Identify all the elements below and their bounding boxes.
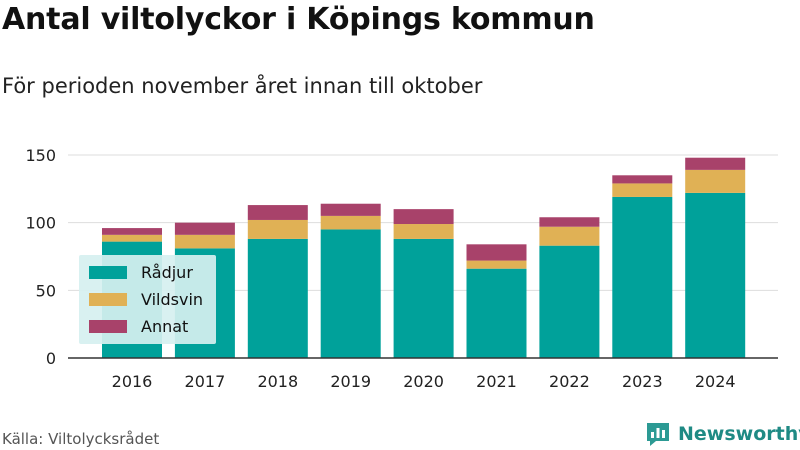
legend-item-radjur: Rådjur (89, 262, 193, 282)
bar-vildsvin-2024 (685, 169, 746, 193)
x-tick-label: 2016 (112, 372, 153, 391)
bar-rdjur-2020 (393, 238, 454, 358)
bar-vildsvin-2020 (393, 224, 454, 239)
bar-rdjur-2022 (539, 245, 600, 358)
legend-label-radjur: Rådjur (141, 262, 193, 282)
x-tick-label: 2018 (257, 372, 298, 391)
bar-rdjur-2019 (320, 229, 381, 358)
x-tick-label: 2020 (403, 372, 444, 391)
y-tick-label: 50 (36, 281, 56, 300)
bar-chart-logo-icon (647, 423, 669, 446)
legend-label-annat: Annat (141, 316, 189, 336)
y-axis-ticks: 0 50 100 150 (25, 146, 56, 368)
legend-item-vildsvin: Vildsvin (89, 289, 203, 309)
bar-annat-2022 (539, 217, 600, 227)
source-note: Källa: Viltolycksrådet (2, 430, 160, 448)
bar-annat-2019 (320, 203, 381, 216)
bar-vildsvin-2019 (320, 215, 381, 230)
x-tick-label: 2017 (185, 372, 226, 391)
legend-item-annat: Annat (89, 316, 188, 336)
bar-vildsvin-2022 (539, 226, 600, 246)
legend-label-vildsvin: Vildsvin (141, 289, 204, 309)
bar-rdjur-2024 (685, 192, 746, 358)
y-tick-label: 0 (46, 349, 56, 368)
brand-name: Newsworthy (678, 423, 800, 445)
brand: Newsworthy (644, 420, 800, 448)
chart-subtitle: För perioden november året innan till ok… (2, 74, 483, 98)
bar-annat-2017 (174, 222, 235, 235)
x-tick-label: 2019 (330, 372, 371, 391)
legend-swatch-radjur (89, 265, 127, 279)
bar-annat-2023 (612, 175, 673, 184)
bar-rdjur-2018 (247, 238, 308, 358)
bar-rdjur-2021 (466, 268, 527, 358)
bar-vildsvin-2017 (174, 234, 235, 249)
y-tick-label: 100 (25, 214, 56, 233)
bar-rdjur-2023 (612, 196, 673, 358)
chart-title: Antal viltolyckor i Köpings kommun (2, 2, 595, 37)
legend: Rådjur Vildsvin Annat (79, 255, 216, 344)
bar-annat-2024 (685, 157, 746, 170)
legend-swatch-annat (89, 319, 127, 333)
x-tick-label: 2023 (622, 372, 663, 391)
bar-vildsvin-2021 (466, 260, 527, 269)
bar-annat-2018 (247, 205, 308, 220)
bar-vildsvin-2018 (247, 219, 308, 239)
x-tick-label: 2022 (549, 372, 590, 391)
x-axis-ticks: 2016 2017 2018 2019 2020 2021 2022 2023 2024 (112, 372, 736, 391)
bar-vildsvin-2016 (102, 234, 162, 242)
bar-vildsvin-2023 (612, 183, 673, 197)
bar-annat-2020 (393, 209, 454, 225)
x-tick-label: 2021 (476, 372, 517, 391)
bar-annat-2021 (466, 244, 527, 261)
bar-annat-2016 (102, 228, 162, 235)
legend-swatch-vildsvin (89, 292, 127, 306)
y-tick-label: 150 (25, 146, 56, 165)
x-tick-label: 2024 (695, 372, 736, 391)
